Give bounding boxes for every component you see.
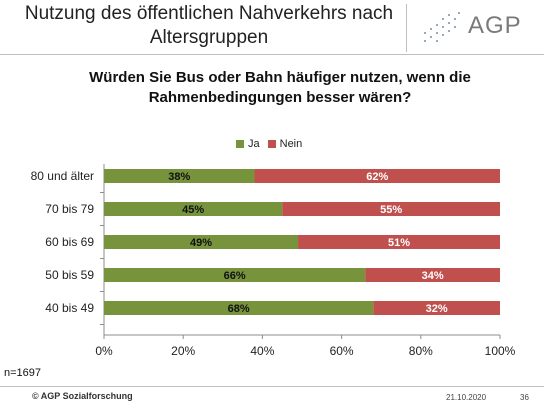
legend-swatch-nein: [267, 140, 276, 148]
logo-dots-icon: [424, 12, 460, 42]
page-title: Nutzung des öffentlichen Nahverkehrs nac…: [14, 2, 404, 50]
title-line-2: Altersgruppen: [149, 27, 269, 48]
data-label-ja: 68%: [228, 303, 250, 315]
agp-logo: AGP: [418, 8, 538, 48]
legend-label-ja: Ja: [248, 138, 260, 150]
bar-nein: [373, 301, 500, 315]
question-line-2: Rahmenbedingungen besser wären?: [148, 89, 412, 106]
bar-ja: [104, 235, 299, 249]
legend-label-nein: Nein: [279, 138, 303, 150]
sample-size: n=1697: [4, 367, 42, 379]
data-label-ja: 45%: [182, 204, 204, 216]
category-label: 80 und älter: [31, 169, 94, 183]
data-label-nein: 62%: [366, 171, 388, 183]
data-label-nein: 34%: [422, 270, 444, 282]
x-tick-label: 40%: [250, 344, 274, 358]
bar-ja: [104, 268, 366, 282]
data-label-nein: 32%: [426, 303, 448, 315]
footer-page-number: 36: [520, 393, 529, 402]
category-label: 40 bis 49: [45, 301, 94, 315]
data-label-nein: 51%: [388, 237, 410, 249]
data-label-ja: 38%: [168, 171, 190, 183]
legend-swatch-ja: [236, 140, 244, 148]
data-label-nein: 55%: [380, 204, 402, 216]
legend-item-nein: Nein: [267, 138, 303, 150]
data-label-ja: 49%: [190, 237, 212, 249]
bar-nein: [298, 235, 500, 249]
x-tick-label: 60%: [330, 344, 354, 358]
x-tick-label: 100%: [485, 344, 516, 358]
chart-question: Würden Sie Bus oder Bahn häufiger nutzen…: [60, 68, 500, 108]
category-label: 70 bis 79: [45, 202, 94, 216]
footer-date: 21.10.2020: [446, 393, 487, 402]
category-label: 50 bis 59: [45, 268, 94, 282]
logo-text: AGP: [468, 12, 522, 39]
chart-legend: Ja Nein: [236, 138, 310, 150]
bar-nein: [254, 169, 500, 183]
header-divider: [406, 4, 407, 52]
data-label-ja: 66%: [224, 270, 246, 282]
x-tick-label: 20%: [171, 344, 195, 358]
header-rule: [0, 54, 544, 55]
title-line-1: Nutzung des öffentlichen Nahverkehrs nac…: [24, 3, 394, 24]
legend-item-ja: Ja: [236, 138, 260, 150]
category-label: 60 bis 69: [45, 235, 94, 249]
question-line-1: Würden Sie Bus oder Bahn häufiger nutzen…: [89, 69, 471, 86]
x-tick-label: 0%: [95, 344, 113, 358]
bar-nein: [282, 202, 500, 216]
bar-nein: [365, 268, 500, 282]
footer-copyright: © AGP Sozialforschung: [32, 391, 133, 401]
x-tick-label: 80%: [409, 344, 433, 358]
footer-rule: [0, 386, 544, 387]
bar-ja: [104, 169, 255, 183]
bar-ja: [104, 202, 283, 216]
bar-ja: [104, 301, 374, 315]
